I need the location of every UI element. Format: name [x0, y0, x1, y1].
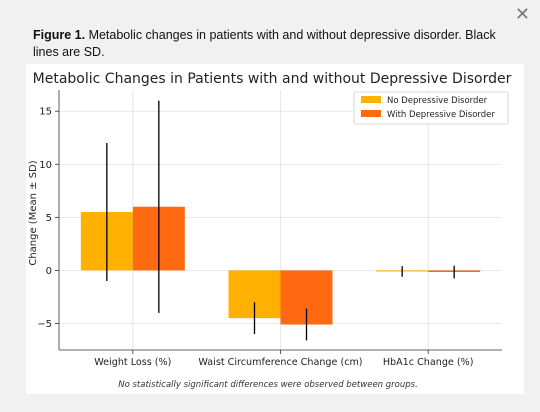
- y-tick-label: 5: [46, 213, 52, 224]
- y-tick-label: 15: [39, 107, 52, 118]
- legend-swatch-no-depressive-disorder: [361, 96, 381, 103]
- legend: No Depressive Disorder With Depressive D…: [353, 91, 509, 125]
- chart-panel: Metabolic Changes in Patients with and w…: [26, 64, 524, 394]
- caption-text: Metabolic changes in patients with and w…: [33, 28, 496, 59]
- axes: −5 0 5 10 15 Weight Loss (%) Waist Circumferen…: [37, 90, 502, 368]
- error-bars: [106, 100, 455, 341]
- chart: Metabolic Changes in Patients with and w…: [28, 71, 512, 390]
- y-tick-label: 10: [39, 160, 52, 171]
- legend-label-with-depressive-disorder: With Depressive Disorder: [387, 110, 495, 120]
- chart-title: Metabolic Changes in Patients with and w…: [33, 71, 512, 87]
- y-tick-label: 0: [46, 266, 52, 277]
- x-tick-label: HbA1c Change (%): [383, 357, 474, 368]
- figure-caption: Figure 1. Metabolic changes in patients …: [33, 27, 513, 61]
- legend-label-no-depressive-disorder: No Depressive Disorder: [387, 96, 488, 106]
- x-tick-label: Weight Loss (%): [94, 357, 171, 368]
- chart-annotation: No statistically significant differences…: [118, 380, 418, 390]
- legend-swatch-with-depressive-disorder: [361, 110, 381, 117]
- x-tick-label: Waist Circumference Change (cm): [198, 357, 362, 368]
- figure-label: Figure 1.: [33, 28, 86, 42]
- y-axis-label: Change (Mean ± SD): [28, 160, 39, 265]
- close-icon[interactable]: ✕: [514, 4, 530, 25]
- y-tick-label: −5: [37, 319, 52, 330]
